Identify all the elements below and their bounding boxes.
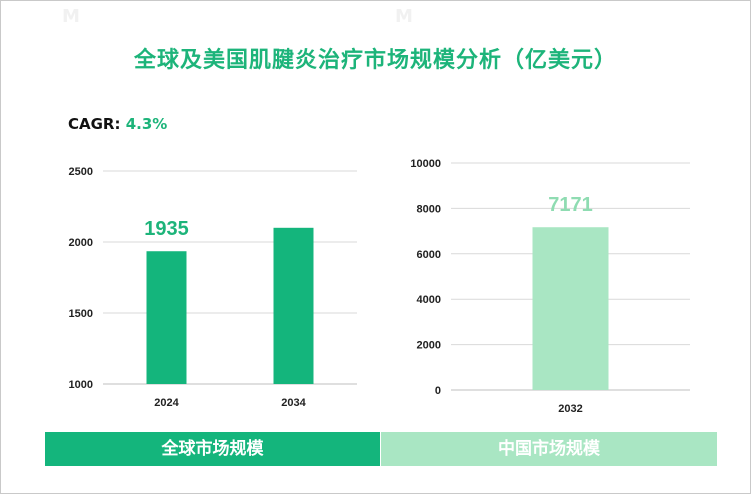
bar — [532, 227, 609, 390]
y-tick-label: 6000 — [417, 249, 441, 261]
y-tick-label: 4000 — [417, 294, 441, 306]
china-market-band: 中国市场规模 — [381, 432, 717, 466]
x-tick-label: 2034 — [281, 397, 306, 409]
data-label: 1935 — [144, 218, 189, 240]
chart-title: 全球及美国肌腱炎治疗市场规模分析（亿美元） — [133, 48, 617, 73]
y-tick-label: 2500 — [69, 166, 93, 178]
y-tick-label: 1500 — [69, 308, 93, 320]
x-tick-label: 2024 — [154, 397, 179, 409]
cagr-value: 4.3% — [125, 115, 168, 133]
y-tick-label: 2000 — [69, 237, 93, 249]
bar — [273, 227, 314, 384]
watermark-logo: M — [395, 6, 413, 27]
y-tick-label: 1000 — [69, 379, 93, 391]
y-tick-label: 10000 — [410, 158, 441, 170]
y-tick-label: 2000 — [417, 340, 441, 352]
y-tick-label: 0 — [435, 385, 441, 397]
y-tick-label: 8000 — [417, 203, 441, 215]
cagr-label: CAGR: — [68, 115, 121, 133]
watermark-logo: M — [62, 6, 80, 27]
cagr-text: CAGR: 4.3% — [68, 115, 167, 133]
data-label: 7171 — [548, 194, 593, 216]
bar — [146, 251, 187, 384]
x-tick-label: 2032 — [558, 403, 582, 415]
global-market-band: 全球市场规模 — [45, 432, 380, 466]
